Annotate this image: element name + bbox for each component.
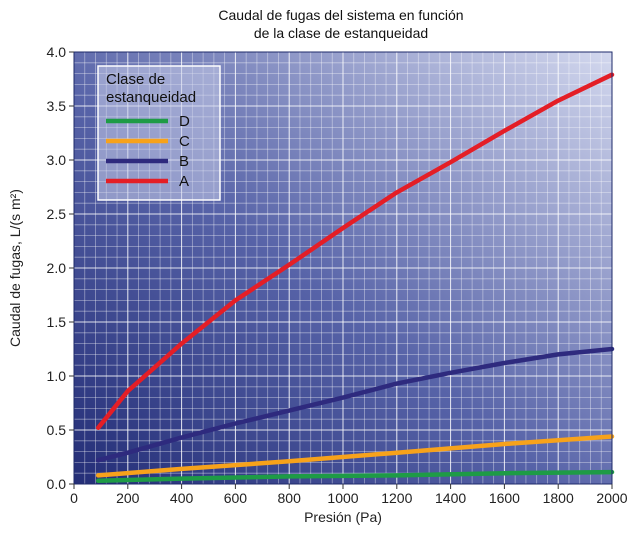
y-tick-label: 2.5 — [47, 206, 67, 222]
grid-major — [73, 51, 613, 485]
y-tick-labels: 0.0 0.5 1.0 1.5 2.0 2.5 3.0 3.5 4.0 — [47, 44, 67, 492]
x-tick-label: 1000 — [327, 490, 358, 506]
series-line-c — [95, 434, 615, 478]
x-tick-label: 600 — [224, 490, 248, 506]
x-tick-label: 1400 — [435, 490, 466, 506]
legend-title-line-2: estanqueidad — [106, 89, 196, 106]
y-tick-label: 3.0 — [47, 152, 67, 168]
x-tick-label: 800 — [278, 490, 302, 506]
series-line-d — [95, 469, 615, 484]
x-tick-label: 1600 — [489, 490, 520, 506]
x-tick-label: 400 — [170, 490, 194, 506]
x-tick-label: 200 — [116, 490, 140, 506]
y-tick-label: 0.5 — [47, 422, 67, 438]
legend-label-a: A — [179, 173, 189, 190]
chart-title-line-2: de la clase de estanqueidad — [254, 25, 428, 41]
x-axis-label: Presión (Pa) — [304, 509, 382, 525]
legend-label-d: D — [179, 113, 190, 130]
y-tick-label: 0.0 — [47, 476, 67, 492]
x-tick-label: 2000 — [596, 490, 627, 506]
axis-ticks — [69, 51, 613, 489]
legend-label-b: B — [179, 153, 189, 170]
y-tick-label: 1.0 — [47, 368, 67, 384]
y-tick-label: 4.0 — [47, 44, 67, 60]
x-tick-labels: 0 200 400 600 800 1000 1200 1400 1600 1800 2000 — [70, 490, 628, 506]
x-tick-label: 1800 — [543, 490, 574, 506]
series-line-b — [95, 346, 615, 463]
legend-label-c: C — [179, 133, 190, 150]
legend-title-line-1: Clase de — [106, 71, 165, 88]
x-tick-label: 0 — [70, 490, 78, 506]
legend-box — [97, 65, 221, 201]
y-tick-label: 2.0 — [47, 260, 67, 276]
x-tick-label: 1200 — [381, 490, 412, 506]
chart-title-line-1: Caudal de fugas del sistema en función — [218, 7, 463, 23]
series-layer — [95, 72, 615, 484]
y-axis-label: Caudal de fugas, L/(s m²) — [7, 189, 23, 347]
y-tick-label: 1.5 — [47, 314, 67, 330]
series-line-a — [95, 72, 615, 431]
y-tick-label: 3.5 — [47, 98, 67, 114]
